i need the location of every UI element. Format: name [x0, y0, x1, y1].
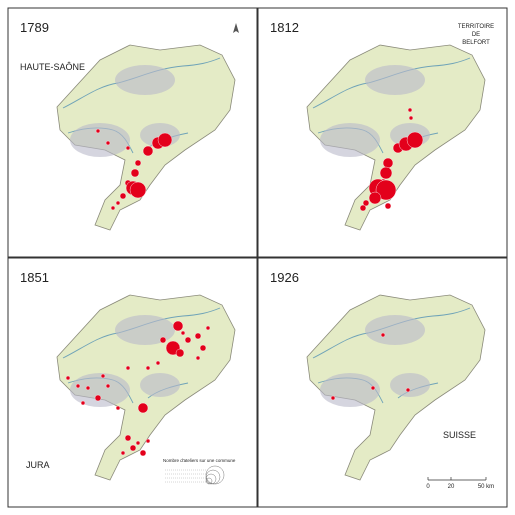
workshop-dot — [408, 115, 414, 121]
workshop-dot — [125, 365, 131, 371]
workshop-dot — [380, 332, 386, 338]
region-label: JURA — [26, 460, 50, 470]
region-label: BELFORT — [462, 40, 490, 46]
workshop-dot — [199, 344, 207, 352]
legend-circle — [205, 469, 221, 485]
workshop-dot — [130, 168, 140, 178]
panel-year: 1812 — [270, 20, 299, 35]
workshop-dot — [157, 132, 173, 148]
workshop-dot — [384, 202, 392, 210]
workshop-dot — [100, 373, 106, 379]
workshop-dot — [115, 405, 121, 411]
workshop-dot — [382, 157, 394, 169]
scale-label: 0 — [426, 484, 430, 490]
workshop-dot — [129, 444, 137, 452]
workshop-dot — [184, 336, 192, 344]
workshop-dot — [405, 387, 411, 393]
region-map — [56, 44, 236, 231]
legend-circle — [205, 477, 213, 485]
workshop-dot — [75, 383, 81, 389]
workshop-dot — [379, 166, 393, 180]
panel-border — [257, 7, 508, 258]
panel-border — [7, 7, 258, 258]
workshop-dot — [139, 449, 147, 457]
workshop-dot — [110, 205, 116, 211]
workshop-dot — [85, 385, 91, 391]
workshop-dot — [145, 365, 151, 371]
region-label: SUISSE — [443, 430, 476, 440]
region-map — [306, 44, 486, 231]
workshop-dot — [119, 192, 127, 200]
workshop-dot — [406, 131, 424, 149]
region-label: TERRITOIRE — [458, 24, 494, 30]
workshop-dot — [407, 107, 413, 113]
workshop-dot — [105, 383, 111, 389]
workshop-dot — [120, 450, 126, 456]
panel-year: 1851 — [20, 270, 49, 285]
workshop-dot — [159, 336, 167, 344]
workshop-dot — [195, 355, 201, 361]
region-label: DE — [472, 32, 480, 38]
panel-border — [7, 257, 258, 508]
workshop-dot — [142, 145, 154, 157]
workshop-dot — [65, 375, 71, 381]
workshop-dot — [359, 204, 367, 212]
panel-border — [257, 257, 508, 508]
workshop-dot — [172, 320, 184, 332]
workshop-dot — [124, 434, 132, 442]
legend-circle — [205, 473, 217, 485]
workshop-dot — [180, 330, 186, 336]
workshop-dot — [194, 332, 202, 340]
map-panel: 1789 HAUTE-SAÔNE — [7, 7, 258, 258]
workshop-dot — [105, 140, 111, 146]
workshop-dot — [125, 145, 131, 151]
scale-label: 20 — [448, 484, 455, 490]
workshop-dot — [330, 395, 336, 401]
workshop-dot — [145, 438, 151, 444]
panel-year: 1926 — [270, 270, 299, 285]
workshop-dot — [375, 179, 397, 201]
workshop-dot — [368, 191, 382, 205]
legend-circle — [205, 465, 225, 485]
workshop-dot — [94, 394, 102, 402]
legend-title: Nombre d'ateliers sur une commune — [163, 458, 236, 463]
workshop-dot — [205, 325, 211, 331]
workshop-dot — [80, 400, 86, 406]
workshop-dot — [155, 360, 161, 366]
workshop-dot — [175, 348, 185, 358]
region-label: HAUTE-SAÔNE — [20, 62, 85, 72]
workshop-dot — [95, 128, 101, 134]
map-panel: 1926 SUISSE 0 20 50 km — [257, 257, 508, 508]
scale-label: 50 km — [478, 484, 494, 490]
panel-year: 1789 — [20, 20, 49, 35]
map-panel: 1851 JURA Nombre d'ateliers sur une commun… — [7, 257, 258, 508]
north-arrow — [233, 23, 239, 33]
map-panel: 1812 TERRITOIRE DE BELFORT — [257, 7, 508, 258]
workshop-dot — [137, 402, 149, 414]
workshop-dot — [362, 199, 370, 207]
workshop-dot — [134, 159, 142, 167]
workshop-dot — [135, 440, 141, 446]
workshop-dot — [129, 181, 147, 199]
region-map — [306, 294, 486, 481]
workshop-dot — [115, 200, 121, 206]
workshop-dot — [370, 385, 376, 391]
